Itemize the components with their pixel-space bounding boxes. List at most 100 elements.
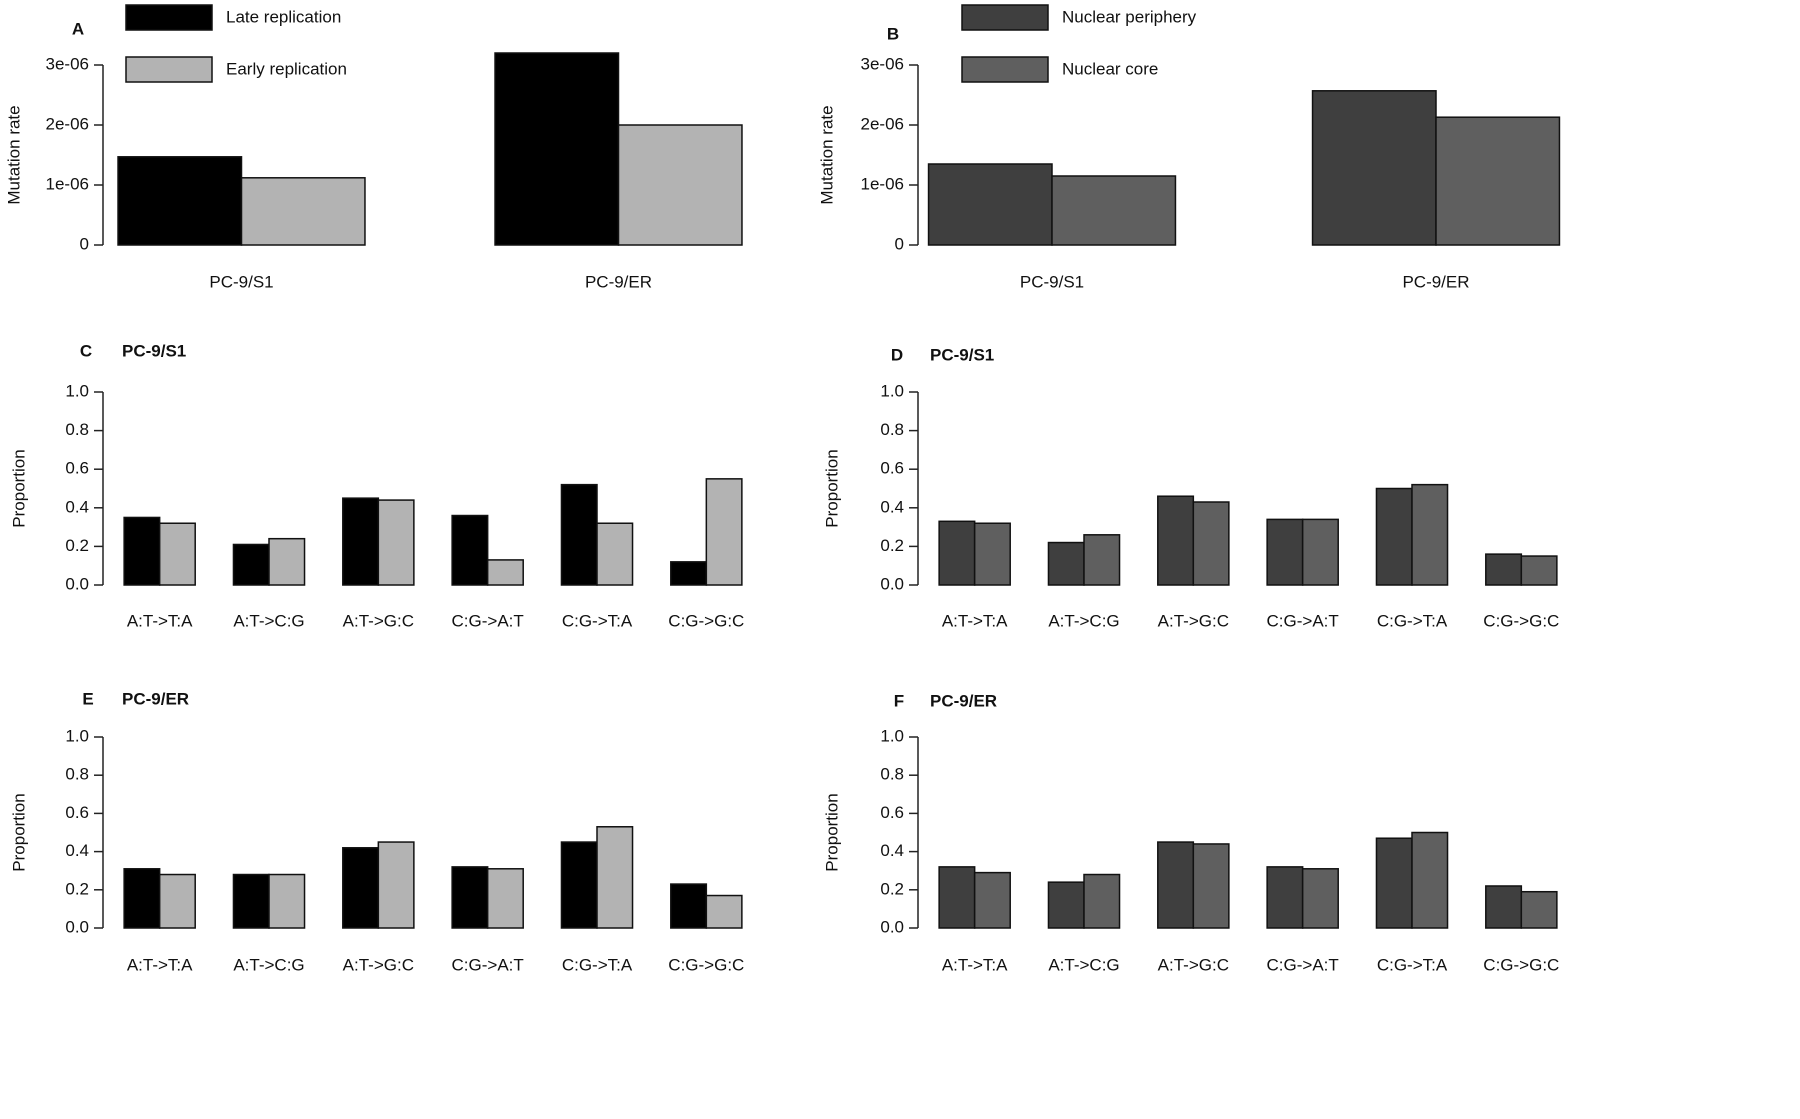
bar — [451, 866, 489, 929]
bar — [1266, 518, 1304, 586]
y-tick-label: 1.0 — [880, 726, 904, 745]
panel-letter: C — [80, 341, 92, 360]
y-axis-label: Proportion — [9, 449, 28, 527]
x-tick-label: A:T->C:G — [233, 611, 304, 630]
bar — [232, 873, 270, 929]
y-tick-label: 0.8 — [65, 765, 89, 784]
y-tick-label: 0.8 — [65, 420, 89, 439]
legend-swatch — [961, 56, 1049, 83]
bar — [1157, 841, 1195, 929]
x-tick-label: C:G->A:T — [1267, 955, 1339, 974]
y-tick-label: 0.2 — [65, 879, 89, 898]
x-tick-label: C:G->A:T — [452, 955, 524, 974]
bar — [560, 483, 598, 586]
legend-swatch — [125, 56, 213, 83]
bar — [1375, 837, 1413, 929]
y-tick-label: 0.4 — [880, 497, 904, 516]
bar — [268, 873, 306, 929]
x-tick-label: C:G->A:T — [1267, 611, 1339, 630]
panel-letter: B — [887, 24, 899, 43]
y-axis-label: Mutation rate — [817, 105, 836, 204]
bar — [158, 522, 196, 586]
bar — [1266, 866, 1304, 929]
x-tick-label: A:T->T:A — [127, 955, 193, 974]
bar — [342, 497, 380, 586]
bar — [1375, 487, 1413, 586]
bar — [268, 537, 306, 586]
bar — [494, 52, 620, 246]
panel-title: PC-9/ER — [930, 691, 997, 710]
y-tick-label: 2e-06 — [861, 114, 904, 133]
bar — [973, 871, 1011, 929]
y-axis-label: Proportion — [822, 793, 841, 871]
legend-label: Nuclear periphery — [1062, 7, 1197, 26]
panel-letter: E — [82, 689, 93, 708]
bar — [1047, 541, 1085, 586]
bar — [596, 522, 634, 586]
bar — [973, 522, 1011, 586]
y-tick-label: 0.4 — [880, 841, 904, 860]
x-tick-label: C:G->A:T — [452, 611, 524, 630]
y-axis-label: Mutation rate — [4, 105, 23, 204]
panel-letter: A — [72, 19, 84, 38]
bar — [1192, 501, 1230, 586]
x-tick-label: PC-9/ER — [1402, 272, 1469, 291]
y-tick-label: 1.0 — [65, 726, 89, 745]
x-tick-label: A:T->T:A — [942, 955, 1008, 974]
x-tick-label: A:T->C:G — [1048, 611, 1119, 630]
x-tick-label: C:G->T:A — [1377, 611, 1448, 630]
y-tick-label: 0.2 — [65, 536, 89, 555]
panel-title: PC-9/S1 — [930, 345, 994, 364]
x-tick-label: A:T->G:C — [343, 955, 414, 974]
bar — [486, 868, 524, 929]
y-tick-label: 0.0 — [880, 574, 904, 593]
y-tick-label: 0.6 — [880, 459, 904, 478]
panel-title: PC-9/S1 — [122, 341, 186, 360]
y-tick-label: 0.6 — [65, 459, 89, 478]
bar — [1411, 483, 1449, 586]
y-tick-label: 0.2 — [880, 536, 904, 555]
panel-letter: D — [891, 345, 903, 364]
bar — [1485, 553, 1523, 586]
bar — [1192, 843, 1230, 929]
y-tick-label: 1.0 — [880, 381, 904, 400]
legend-label: Nuclear core — [1062, 59, 1158, 78]
x-tick-label: C:G->G:C — [668, 611, 744, 630]
bar — [232, 543, 270, 586]
bar — [1520, 555, 1558, 586]
x-tick-label: A:T->T:A — [127, 611, 193, 630]
x-tick-label: A:T->G:C — [1158, 611, 1229, 630]
bar — [705, 478, 743, 586]
bar — [377, 841, 415, 929]
bar — [1311, 90, 1437, 246]
x-tick-label: C:G->G:C — [1483, 611, 1559, 630]
x-tick-label: A:T->T:A — [942, 611, 1008, 630]
y-tick-label: 0 — [80, 234, 89, 253]
bar — [1435, 116, 1561, 246]
bar — [1520, 890, 1558, 929]
y-tick-label: 0.8 — [880, 765, 904, 784]
y-tick-label: 0.6 — [880, 803, 904, 822]
bar — [1301, 868, 1339, 929]
x-tick-label: PC-9/S1 — [1020, 272, 1084, 291]
y-tick-label: 0.6 — [65, 803, 89, 822]
panel-letter: F — [894, 691, 904, 710]
bar — [123, 516, 161, 586]
panel-title: PC-9/ER — [122, 689, 189, 708]
bar — [596, 826, 634, 929]
y-tick-label: 0 — [895, 234, 904, 253]
bar — [1047, 881, 1085, 929]
x-tick-label: C:G->T:A — [562, 611, 633, 630]
y-tick-label: 0.2 — [880, 879, 904, 898]
y-tick-label: 3e-06 — [46, 54, 89, 73]
bar — [1083, 873, 1121, 929]
bar — [377, 499, 415, 586]
bar — [1051, 175, 1177, 246]
legend-label: Early replication — [226, 59, 347, 78]
x-tick-label: A:T->G:C — [1158, 955, 1229, 974]
x-tick-label: C:G->T:A — [1377, 955, 1448, 974]
y-tick-label: 0.0 — [880, 917, 904, 936]
y-tick-label: 0.0 — [65, 574, 89, 593]
bar — [1411, 831, 1449, 929]
